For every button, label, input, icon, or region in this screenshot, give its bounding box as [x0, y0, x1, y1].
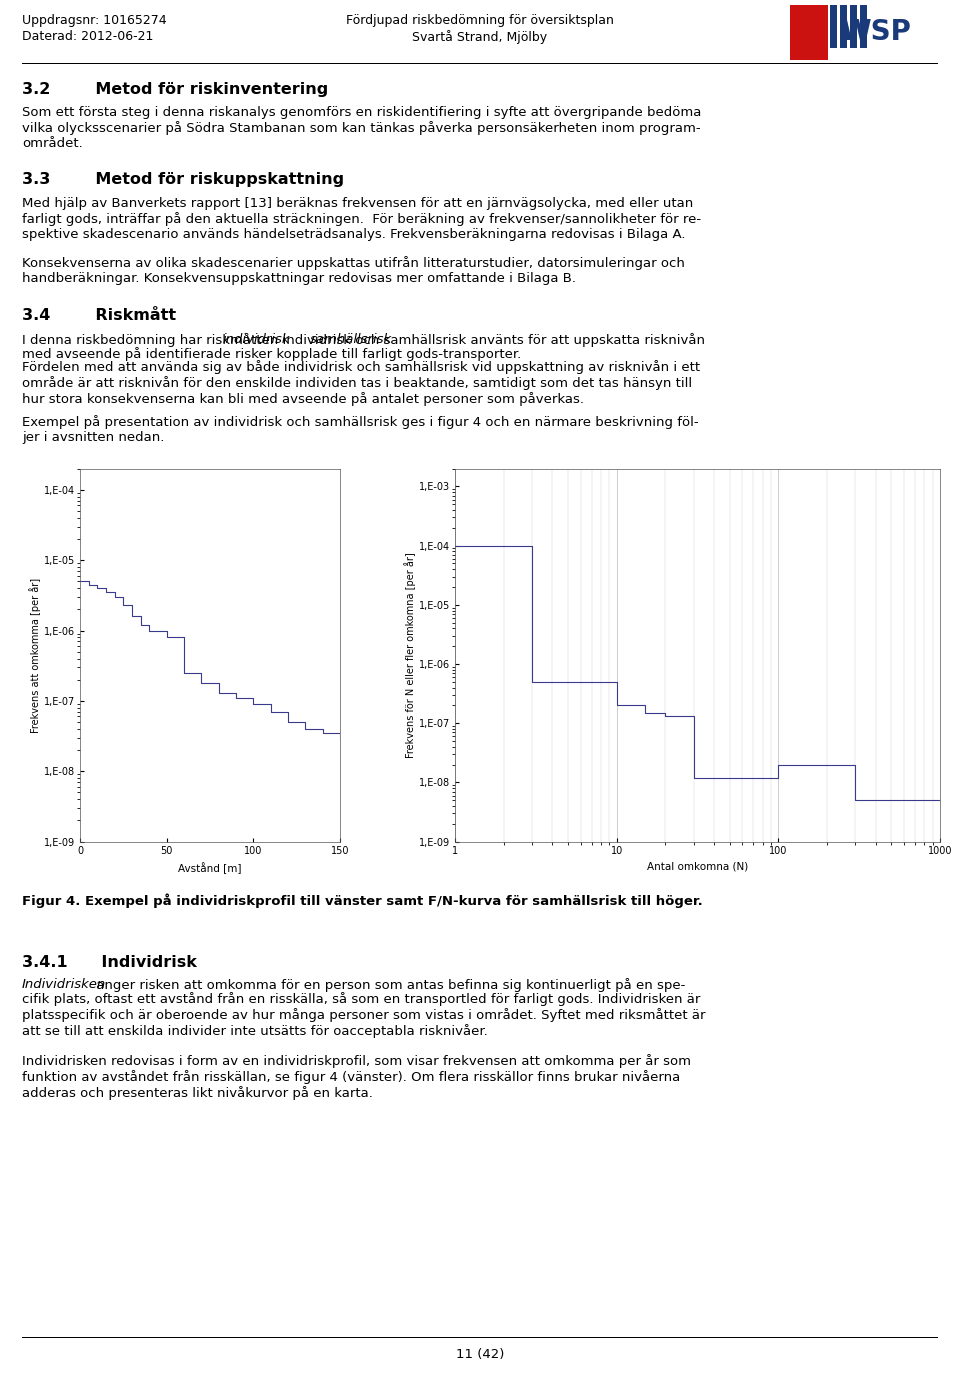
Text: Med hjälp av Banverkets rapport [13] beräknas frekvensen för att en järnvägsolyc: Med hjälp av Banverkets rapport [13] ber… — [22, 197, 701, 241]
Text: Daterad: 2012-06-21: Daterad: 2012-06-21 — [22, 30, 154, 43]
Text: 3.4        Riskmått: 3.4 Riskmått — [22, 309, 176, 322]
Text: 3.4.1      Individrisk: 3.4.1 Individrisk — [22, 955, 197, 970]
Text: Uppdragsnr: 10165274: Uppdragsnr: 10165274 — [22, 14, 167, 28]
Text: Konsekvenserna av olika skadescenarier uppskattas utifrån litteraturstudier, dat: Konsekvenserna av olika skadescenarier u… — [22, 256, 684, 285]
Text: Individrisken: Individrisken — [22, 978, 107, 991]
Bar — [850, 6, 857, 48]
Y-axis label: Frekvens att omkomma [per år]: Frekvens att omkomma [per år] — [29, 577, 41, 733]
Text: Fördelen med att använda sig av både individrisk och samhällsrisk vid uppskattni: Fördelen med att använda sig av både ind… — [22, 360, 700, 407]
Bar — [840, 6, 847, 48]
Text: Exempel på presentation av individrisk och samhällsrisk ges i figur 4 och en när: Exempel på presentation av individrisk o… — [22, 415, 699, 444]
Text: med avseende på identifierade risker kopplade till farligt gods-transporter.: med avseende på identifierade risker kop… — [22, 347, 521, 361]
Text: 3.3        Metod för riskuppskattning: 3.3 Metod för riskuppskattning — [22, 172, 344, 187]
Text: Svartå Strand, Mjölby: Svartå Strand, Mjölby — [413, 30, 547, 44]
Text: Individrisken redovisas i form av en individriskprofil, som visar frekvensen att: Individrisken redovisas i form av en ind… — [22, 1054, 691, 1100]
Polygon shape — [790, 6, 828, 61]
Text: anger risken att omkomma för en person som antas befinna sig kontinuerligt på en: anger risken att omkomma för en person s… — [92, 978, 685, 992]
Text: WSP: WSP — [840, 18, 911, 45]
Text: Fördjupad riskbedömning för översiktsplan: Fördjupad riskbedömning för översiktspla… — [346, 14, 614, 28]
Bar — [860, 6, 867, 48]
Text: individrisk: individrisk — [223, 333, 291, 346]
Text: I denna riskbedömning har riskmåtten individrisk och samhällsrisk använts för at: I denna riskbedömning har riskmåtten ind… — [22, 333, 705, 347]
Text: Figur 4. Exempel på individriskprofil till vänster samt F/N-kurva för samhällsri: Figur 4. Exempel på individriskprofil ti… — [22, 893, 703, 908]
X-axis label: Antal omkomna (N): Antal omkomna (N) — [647, 863, 748, 872]
Text: Som ett första steg i denna riskanalys genomförs en riskidentifiering i syfte at: Som ett första steg i denna riskanalys g… — [22, 106, 702, 150]
Text: 3.2        Metod för riskinventering: 3.2 Metod för riskinventering — [22, 83, 328, 96]
Text: cifik plats, oftast ett avstånd från en risskälla, så som en transportled för fa: cifik plats, oftast ett avstånd från en … — [22, 992, 706, 1038]
Bar — [830, 6, 837, 48]
Y-axis label: Frekvens för N eller fler omkomna [per år]: Frekvens för N eller fler omkomna [per å… — [404, 553, 416, 758]
X-axis label: Avstånd [m]: Avstånd [m] — [179, 863, 242, 874]
Text: 11 (42): 11 (42) — [456, 1348, 504, 1361]
Text: samhällsrisk: samhällsrisk — [310, 333, 392, 346]
